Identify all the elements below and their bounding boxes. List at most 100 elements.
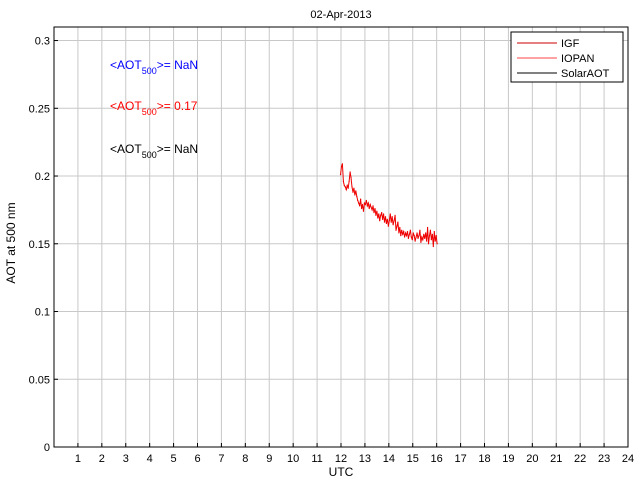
data-point (361, 203, 364, 206)
data-point (340, 165, 343, 168)
data-point (370, 206, 372, 208)
data-point (387, 225, 389, 227)
data-point (427, 243, 430, 245)
data-point (378, 213, 380, 215)
data-point (348, 180, 350, 183)
x-tick-label: 22 (574, 453, 586, 465)
mean-aot-annotation: <AOT500>= NaN (110, 58, 198, 76)
data-point (374, 207, 376, 210)
legend-label: IGF (561, 38, 580, 50)
data-point (382, 218, 384, 220)
data-point (363, 202, 366, 204)
data-point (396, 225, 398, 227)
data-point (366, 205, 368, 207)
data-point (430, 239, 433, 241)
y-tick-label: 0.05 (29, 374, 50, 386)
chart-title: 02-Apr-2013 (310, 9, 371, 21)
x-tick-label: 20 (526, 453, 538, 465)
data-point (395, 229, 397, 231)
data-point (420, 241, 422, 244)
data-point (407, 237, 410, 239)
y-tick-label: 0.3 (35, 36, 50, 48)
data-point (426, 226, 429, 229)
data-point (436, 243, 438, 245)
annotation-value: >= NaN (157, 58, 198, 72)
data-point (381, 212, 383, 214)
data-point (393, 220, 395, 222)
annotation-subscript: 500 (142, 150, 157, 160)
data-point (433, 230, 435, 233)
x-tick-label: 15 (407, 453, 419, 465)
x-axis-label: UTC (329, 465, 354, 479)
data-point (375, 214, 377, 216)
data-point (383, 221, 386, 223)
mean-aot-annotation: <AOT500>= NaN (110, 142, 198, 160)
series-line-igf (340, 163, 438, 247)
x-tick-label: 18 (478, 453, 490, 465)
data-point (356, 195, 358, 197)
x-tick-label: 21 (550, 453, 562, 465)
y-tick-label: 0.2 (35, 171, 50, 183)
data-point (434, 240, 436, 242)
data-point (435, 235, 437, 237)
data-point (402, 233, 404, 235)
x-tick-label: 5 (171, 453, 177, 465)
legend: IGF IOPAN SolarAOT (510, 31, 624, 83)
data-point (414, 240, 416, 242)
data-point (344, 186, 346, 188)
x-tick-label: 4 (147, 453, 153, 465)
data-point (403, 230, 405, 233)
data-point (405, 235, 408, 237)
data-point (364, 203, 366, 206)
data-point (384, 216, 387, 218)
data-point (419, 229, 421, 231)
mean-aot-annotations: <AOT500>= NaN<AOT500>= 0.17<AOT500>= NaN (110, 58, 198, 160)
data-point (426, 240, 428, 242)
x-tick-label: 24 (622, 453, 634, 465)
annotation-subscript: 500 (142, 66, 157, 76)
mean-aot-annotation: <AOT500>= 0.17 (110, 99, 198, 117)
data-point (392, 224, 394, 226)
x-tick-label: 8 (242, 453, 248, 465)
data-point (359, 205, 361, 207)
x-tick-label: 23 (598, 453, 610, 465)
data-point (371, 209, 373, 211)
data-point (380, 214, 382, 216)
series-layer (339, 163, 438, 248)
data-point (404, 232, 407, 234)
data-point (351, 186, 353, 188)
data-point (362, 210, 365, 212)
data-point (423, 233, 425, 235)
y-tick-label: 0.15 (29, 239, 50, 251)
data-point (404, 236, 406, 238)
data-point (417, 237, 419, 239)
x-tick-label: 1 (75, 453, 81, 465)
data-point (352, 191, 354, 193)
data-point (360, 207, 363, 210)
x-tick-label: 14 (383, 453, 395, 465)
grid-lines (54, 27, 629, 448)
data-point (389, 213, 391, 215)
data-point (390, 221, 392, 223)
data-point (377, 217, 379, 219)
data-point (421, 236, 423, 238)
data-point (406, 230, 409, 233)
data-point (379, 220, 381, 222)
annotation-value: >= NaN (157, 142, 198, 156)
data-point (399, 226, 401, 229)
data-point (424, 237, 426, 239)
x-tick-label: 17 (454, 453, 466, 465)
data-point (343, 184, 345, 187)
data-point (397, 221, 399, 223)
x-tick-label: 19 (502, 453, 514, 465)
data-point (368, 207, 370, 210)
data-point (400, 235, 402, 237)
data-point (358, 202, 360, 204)
data-point (360, 198, 362, 200)
data-point (350, 176, 352, 178)
annotation-prefix: <AOT (110, 58, 142, 72)
x-tick-label: 16 (431, 453, 443, 465)
annotation-prefix: <AOT (110, 142, 142, 156)
data-point (411, 239, 413, 241)
